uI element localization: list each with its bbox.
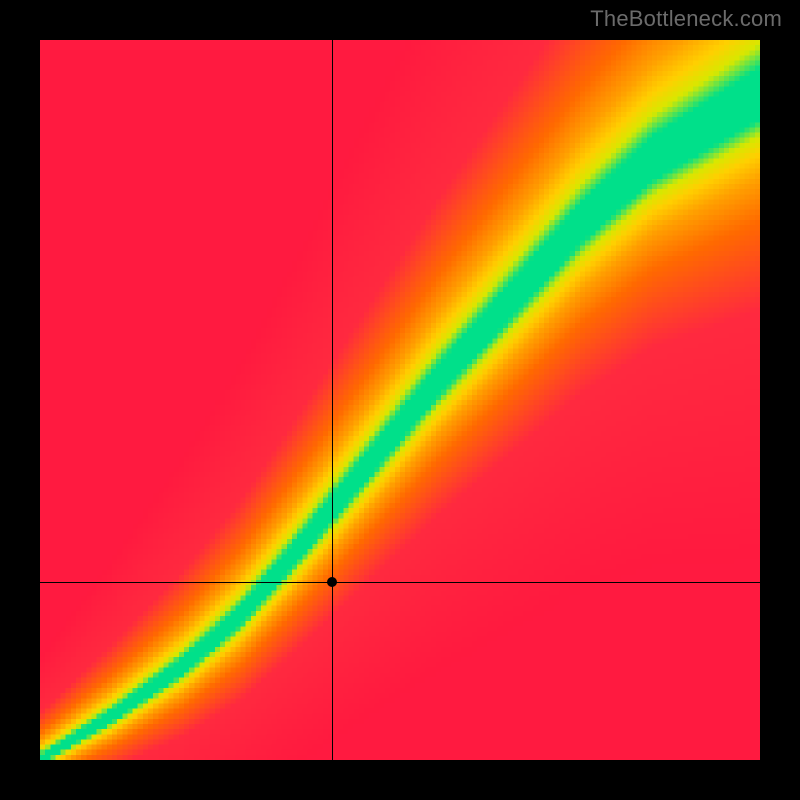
heatmap-canvas — [40, 40, 760, 760]
plot-area — [40, 40, 760, 760]
watermark-text: TheBottleneck.com — [590, 6, 782, 32]
crosshair-horizontal — [40, 582, 760, 583]
marker-dot — [327, 577, 337, 587]
crosshair-vertical — [332, 40, 333, 760]
